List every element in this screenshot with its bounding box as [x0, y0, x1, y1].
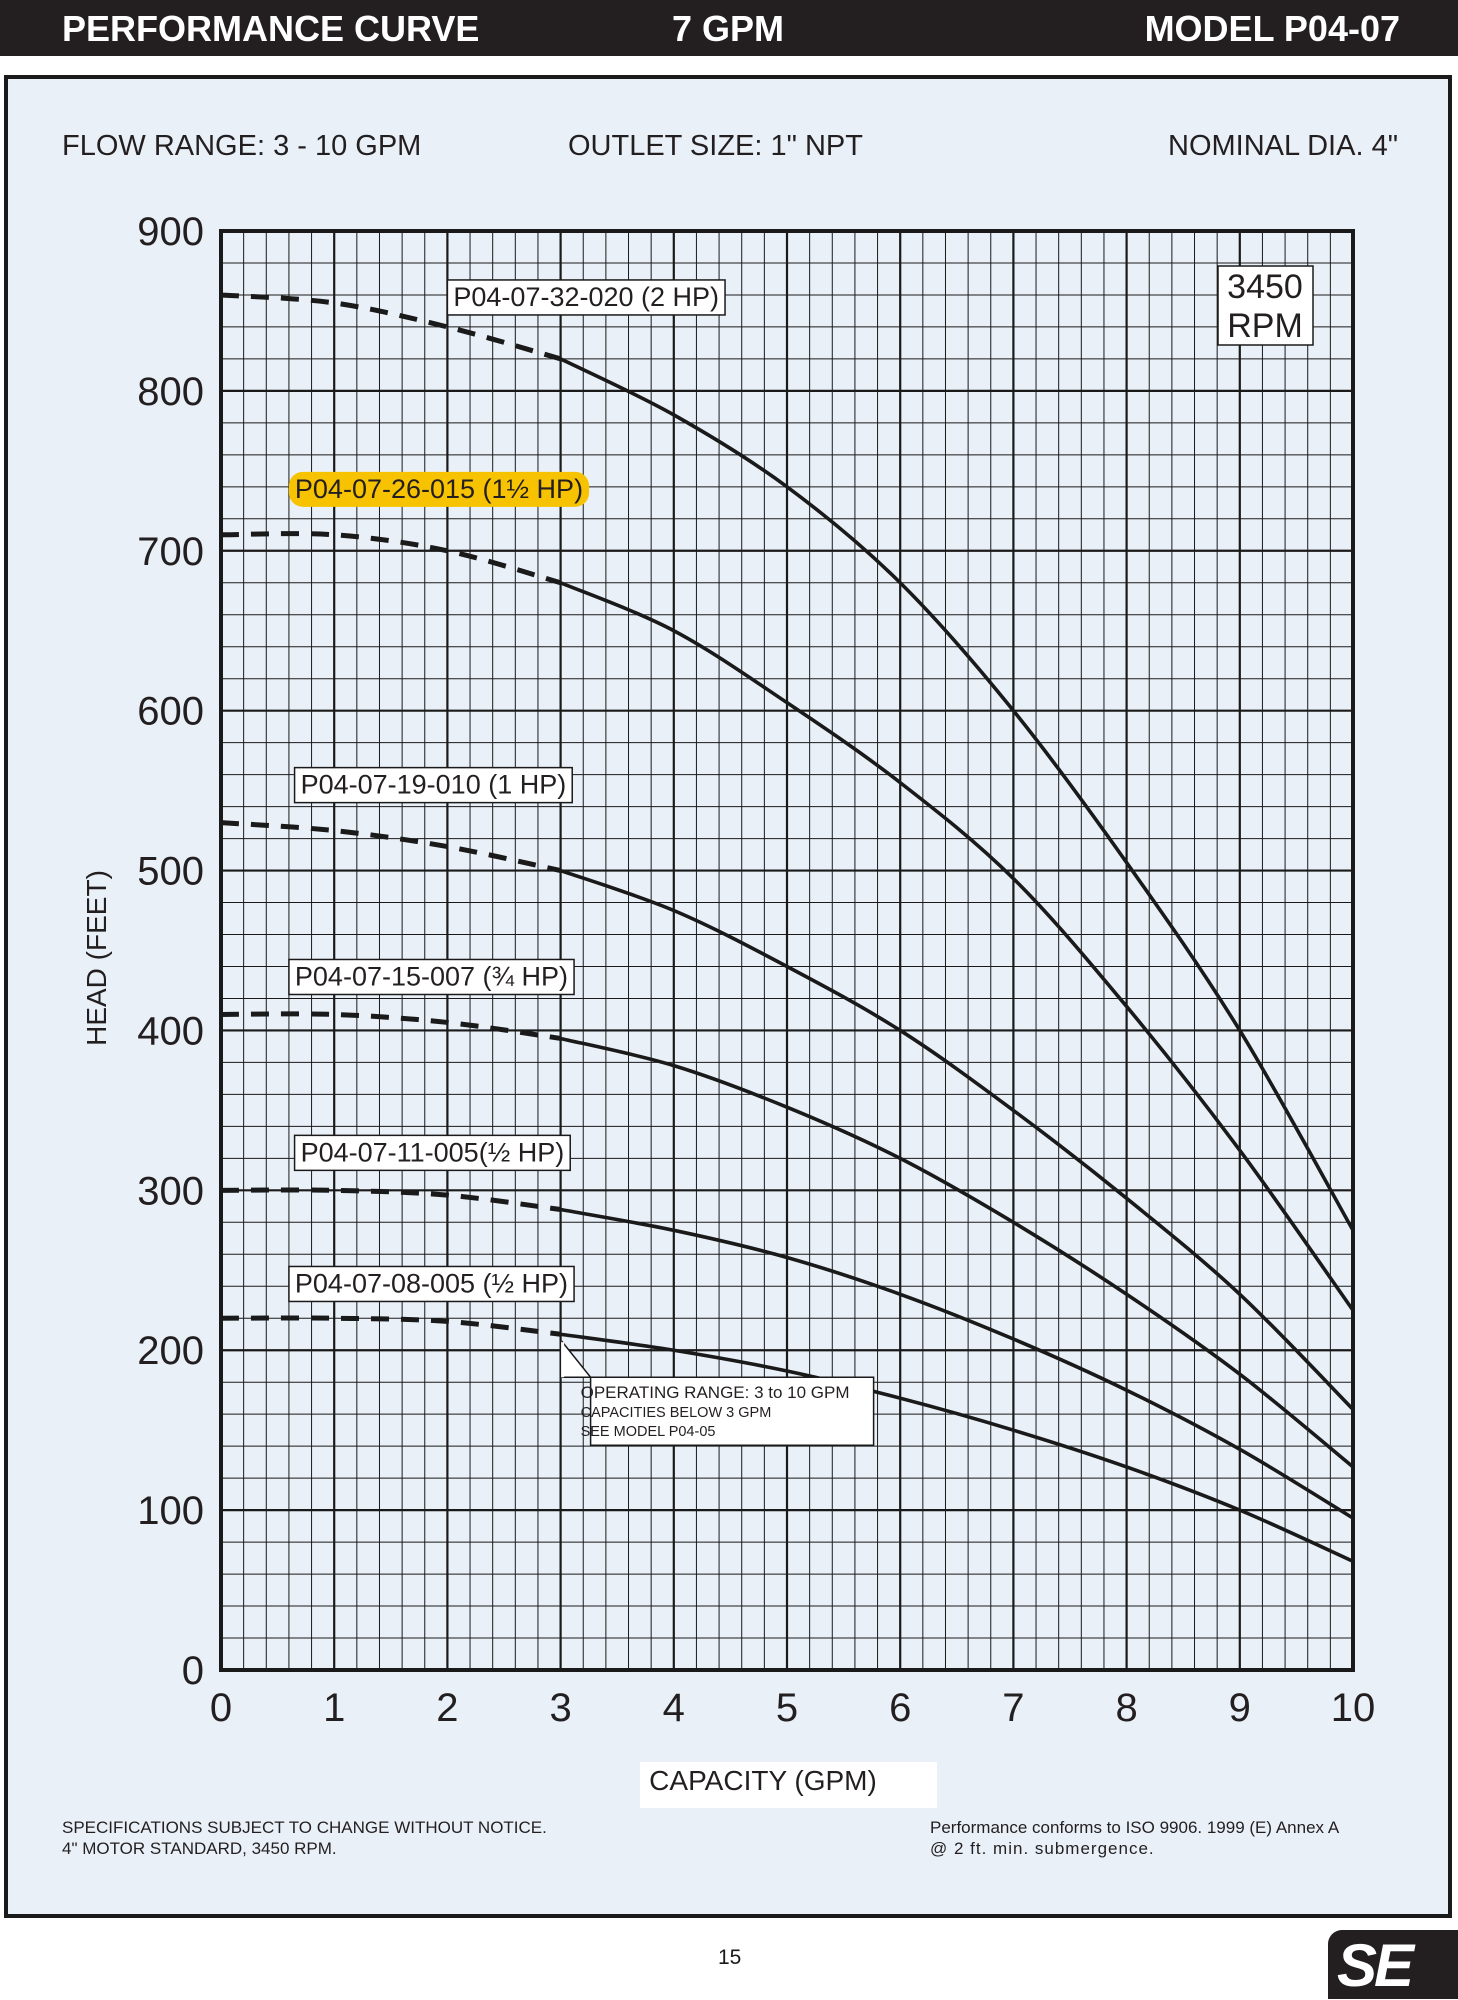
series-label-box: [293, 1134, 571, 1172]
x-axis-label: CAPACITY (GPM): [649, 1765, 877, 1796]
x-tick-label: 9: [1229, 1686, 1251, 1730]
plot-frame: [219, 229, 1355, 1672]
outlet-size: OUTLET SIZE: 1" NPT: [568, 130, 863, 162]
y-tick-label: 400: [137, 1009, 204, 1053]
grid-lines: [219, 229, 1355, 1672]
y-tick-label: 700: [137, 530, 204, 574]
logo-text: SE: [1337, 1932, 1414, 1999]
spec-note-line2: 4" MOTOR STANDARD, 3450 RPM.: [62, 1839, 337, 1858]
x-tick-label: 1: [323, 1686, 345, 1730]
y-tick-label: 500: [137, 850, 204, 894]
series-label-text: P04-07-15-007 (¾ HP): [295, 961, 568, 991]
x-tick-label: 8: [1115, 1686, 1137, 1730]
curve-solid: [559, 357, 1355, 1232]
rpm-value: 3450: [1227, 268, 1303, 306]
flow-range: FLOW RANGE: 3 - 10 GPM: [62, 130, 422, 162]
series-label: P04-07-11-005(½ HP): [293, 1134, 571, 1172]
nominal-dia: NOMINAL DIA. 4": [1168, 130, 1398, 162]
y-tick-label: 300: [137, 1169, 204, 1213]
header-bar: PERFORMANCE CURVE 7 GPM MODEL P04-07: [0, 0, 1458, 56]
series-label-text: P04-07-19-010 (1 HP): [301, 770, 567, 800]
spec-note-line1: SPECIFICATIONS SUBJECT TO CHANGE WITHOUT…: [62, 1818, 547, 1837]
x-tick-label: 4: [663, 1686, 685, 1730]
rpm-unit: RPM: [1227, 307, 1303, 345]
series-label: P04-07-19-010 (1 HP): [293, 766, 573, 804]
series-label-text: P04-07-26-015 (1½ HP): [295, 474, 583, 504]
x-tick-label: 6: [889, 1686, 911, 1730]
series-label: P04-07-26-015 (1½ HP): [288, 471, 590, 507]
x-tick-label: 7: [1002, 1686, 1024, 1730]
iso-note-line1: Performance conforms to ISO 9906. 1999 (…: [930, 1818, 1340, 1837]
x-tick-label: 5: [776, 1686, 798, 1730]
y-tick-label: 200: [137, 1329, 204, 1373]
series-label-box: [446, 279, 726, 316]
y-tick-label: 600: [137, 690, 204, 734]
callout-line: SEE MODEL P04-05: [581, 1424, 716, 1440]
header-title: PERFORMANCE CURVE: [62, 8, 480, 49]
operating-range-callout: OPERATING RANGE: 3 to 10 GPM CAPACITIES B…: [561, 1340, 875, 1446]
series-label-text: P04-07-11-005(½ HP): [301, 1137, 565, 1167]
callout-line: CAPACITIES BELOW 3 GPM: [581, 1405, 772, 1421]
series-label-box: [293, 766, 573, 804]
series-label: P04-07-08-005 (½ HP): [288, 1265, 575, 1303]
callout-box: [561, 1340, 875, 1446]
series-label-box: [288, 958, 575, 996]
x-tick-label: 2: [436, 1686, 458, 1730]
y-tick-label: 100: [137, 1489, 204, 1533]
callout-line: OPERATING RANGE: 3 to 10 GPM: [581, 1383, 850, 1402]
series-label-text: P04-07-08-005 (½ HP): [295, 1268, 568, 1298]
series-label: P04-07-15-007 (¾ HP): [288, 958, 575, 996]
series-label: P04-07-32-020 (2 HP): [446, 279, 726, 316]
x-tick-label: 10: [1331, 1686, 1376, 1730]
y-tick-label: 0: [182, 1649, 204, 1693]
curve-solid: [560, 1332, 1354, 1563]
series-label-box: [288, 471, 590, 507]
x-tick-label: 3: [549, 1686, 571, 1730]
header-model: MODEL P04-07: [1144, 8, 1400, 49]
curve-solid: [560, 1036, 1355, 1469]
curve-solid: [559, 581, 1355, 1312]
series-label-box: [288, 1265, 575, 1303]
iso-note-line2: @ 2 ft. min. submergence.: [930, 1839, 1155, 1858]
rpm-box-bg: [1217, 265, 1314, 346]
sei-logo: SE: [1328, 1930, 1458, 1999]
series-label-text: P04-07-32-020 (2 HP): [453, 282, 719, 312]
y-axis-label: HEAD (FEET): [81, 870, 112, 1046]
page-number: 15: [718, 1946, 742, 1969]
y-tick-label: 900: [137, 210, 204, 254]
y-tick-label: 800: [137, 370, 204, 414]
curve-solid: [560, 868, 1355, 1411]
curve-solid: [560, 1207, 1354, 1520]
x-tick-label: 0: [210, 1686, 232, 1730]
header-flow: 7 GPM: [672, 8, 785, 49]
x-axis-label-bg: [640, 1762, 937, 1808]
